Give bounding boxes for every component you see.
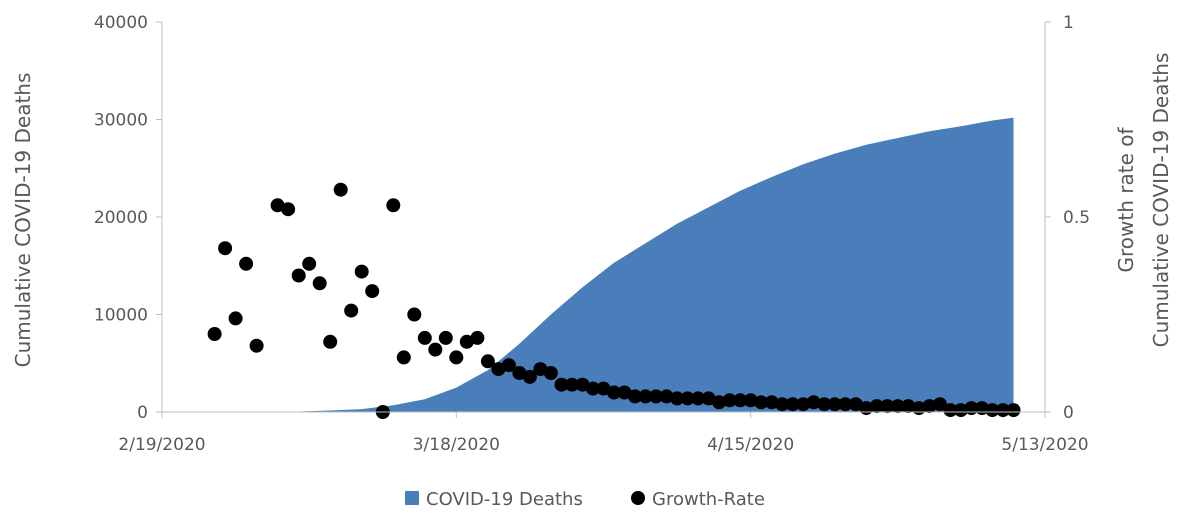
right-y-tick-label: 1 xyxy=(1063,13,1074,33)
right-y-axis-title-line-1: Growth rate of xyxy=(1114,127,1138,273)
left-y-tick-label: 30000 xyxy=(94,111,148,131)
growth-rate-point xyxy=(775,397,790,412)
legend-label-deaths: COVID-19 Deaths xyxy=(426,489,583,510)
growth-rate-point xyxy=(344,303,359,318)
right-y-tick-label: 0.5 xyxy=(1063,208,1090,228)
growth-rate-point xyxy=(470,330,485,345)
growth-rate-point xyxy=(922,399,937,414)
legend: COVID-19 Deaths Growth-Rate xyxy=(405,489,765,510)
growth-rate-point xyxy=(743,393,758,408)
growth-rate-point xyxy=(680,391,695,406)
growth-rate-point xyxy=(218,241,233,256)
growth-rate-point xyxy=(838,397,853,412)
growth-rate-point xyxy=(575,377,590,392)
growth-rate-point xyxy=(449,350,464,365)
growth-rate-point xyxy=(281,202,296,217)
growth-rate-point xyxy=(712,395,727,410)
growth-rate-point xyxy=(901,399,916,414)
growth-rate-point xyxy=(996,403,1010,418)
growth-rate-point xyxy=(480,354,495,369)
growth-rate-point xyxy=(722,393,737,408)
growth-rate-point xyxy=(354,264,369,279)
growth-rate-point xyxy=(270,198,285,213)
growth-rate-point xyxy=(806,395,821,410)
growth-rate-point xyxy=(890,399,905,414)
growth-rate-point xyxy=(312,276,327,291)
growth-rate-point xyxy=(754,395,769,410)
growth-rate-point xyxy=(796,397,811,412)
growth-rate-point xyxy=(407,307,422,322)
growth-rate-point xyxy=(733,393,748,408)
growth-rate-point xyxy=(869,399,884,414)
growth-rate-point xyxy=(617,385,632,400)
x-tick-label: 5/13/2020 xyxy=(1001,435,1088,455)
growth-rate-point xyxy=(302,256,317,271)
growth-rate-point xyxy=(649,389,664,404)
growth-rate-point xyxy=(386,198,401,213)
left-y-tick-label: 0 xyxy=(137,403,148,423)
left-y-tick-labels: 0 10000 20000 30000 40000 xyxy=(94,13,162,423)
growth-rate-point xyxy=(323,334,338,349)
growth-rate-point xyxy=(985,403,1000,418)
growth-rate-point xyxy=(932,397,947,412)
growth-rate-point xyxy=(512,366,527,380)
left-y-tick-label: 10000 xyxy=(94,306,148,326)
left-y-axis-title: Cumulative COVID-19 Deaths xyxy=(11,73,35,368)
growth-rate-point xyxy=(543,366,558,380)
growth-rate-point xyxy=(638,389,653,404)
growth-rate-point xyxy=(953,403,968,418)
growth-rate-point xyxy=(659,389,674,404)
growth-rate-point xyxy=(848,397,863,412)
growth-rate-point xyxy=(333,182,348,197)
growth-rate-point xyxy=(827,397,842,412)
growth-rate-point xyxy=(691,391,706,406)
x-tick-label: 4/15/2020 xyxy=(707,435,794,455)
growth-rate-point xyxy=(785,397,800,412)
growth-rate-point xyxy=(239,256,254,271)
growth-rate-point xyxy=(428,342,443,357)
growth-rate-point xyxy=(459,334,474,349)
legend-swatch-growth-rate xyxy=(631,491,645,505)
growth-rate-point xyxy=(249,338,264,353)
growth-rate-point xyxy=(764,395,779,410)
growth-rate-point xyxy=(1006,403,1021,418)
growth-rate-point xyxy=(491,362,506,377)
growth-rate-point xyxy=(607,385,621,400)
growth-rate-point xyxy=(628,389,642,404)
x-tick-label: 2/19/2020 xyxy=(118,435,205,455)
right-y-tick-labels: 00.51 xyxy=(1045,13,1090,423)
growth-rate-point xyxy=(670,391,685,406)
left-y-tick-label: 20000 xyxy=(94,208,148,228)
right-y-axis-title-line-2: Cumulative COVID-19 Deaths xyxy=(1149,53,1173,348)
right-y-tick-label: 0 xyxy=(1063,403,1074,423)
growth-rate-point xyxy=(438,330,453,345)
legend-label-growth-rate: Growth-Rate xyxy=(652,489,765,510)
deaths-area xyxy=(267,117,1014,412)
growth-rate-point xyxy=(417,330,432,345)
x-tick-label: 3/18/2020 xyxy=(413,435,500,455)
growth-rate-point xyxy=(565,377,579,392)
growth-rate-point xyxy=(701,391,716,406)
left-y-tick-label: 40000 xyxy=(94,13,148,33)
growth-rate-point xyxy=(291,268,306,283)
growth-rate-point xyxy=(554,377,569,392)
growth-rate-point xyxy=(596,381,611,396)
growth-rate-point xyxy=(817,397,832,412)
area-series-layer xyxy=(267,117,1014,412)
growth-rate-point xyxy=(228,311,243,326)
growth-rate-point xyxy=(396,350,411,365)
growth-rate-point xyxy=(533,362,548,377)
legend-swatch-deaths xyxy=(405,491,419,505)
growth-rate-point xyxy=(501,358,516,373)
growth-rate-point xyxy=(586,381,600,396)
growth-rate-point xyxy=(943,403,958,418)
growth-rate-point xyxy=(365,284,380,299)
x-tick-labels: 2/19/2020 3/18/2020 4/15/2020 5/13/2020 xyxy=(118,412,1089,455)
growth-rate-point xyxy=(880,399,895,414)
growth-rate-point xyxy=(522,369,537,384)
growth-rate-point xyxy=(207,327,222,341)
